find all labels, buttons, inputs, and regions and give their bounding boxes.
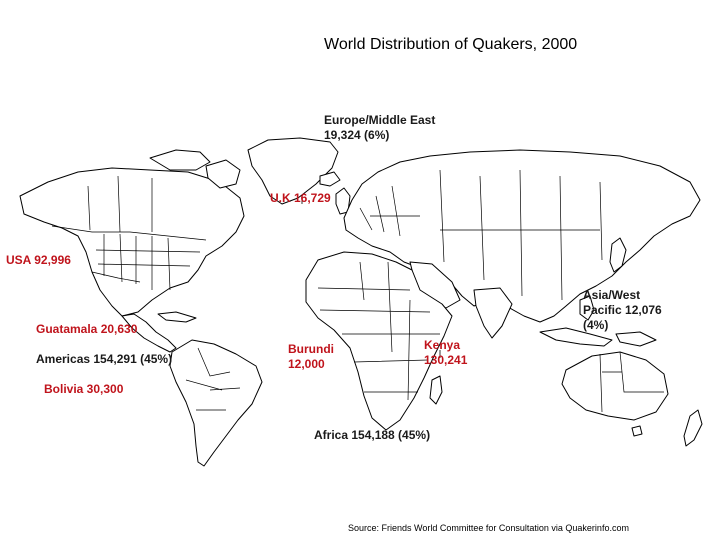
asia-borders: [439, 169, 603, 301]
africa-borders: [317, 261, 440, 401]
asia-west-pacific-label: Asia/West Pacific 12,076 (4%): [583, 288, 662, 332]
australia-borders: [599, 351, 664, 413]
japan-shape: [609, 237, 627, 273]
australia-shape: [561, 351, 669, 421]
kenya-label: Kenya 130,241: [424, 338, 468, 367]
south-america-borders: [185, 347, 241, 411]
baffin-island-shape: [205, 159, 241, 189]
new-guinea-shape: [615, 331, 657, 347]
india-shape: [473, 287, 513, 339]
philippines-shape: [579, 295, 595, 321]
new-zealand-shape: [683, 409, 703, 447]
guatamala-label: Guatamala 20,630: [36, 322, 138, 336]
iceland-shape: [319, 171, 341, 187]
page-title: World Distribution of Quakers, 2000: [324, 36, 578, 53]
greenland-shape: [247, 137, 339, 205]
europe-borders: [359, 185, 420, 237]
usa-label: USA 92,996: [6, 253, 71, 267]
americas-label: Americas 154,291 (45%): [36, 352, 173, 366]
us-canada-border: [51, 225, 207, 241]
uk-label: U.K 16,729: [270, 191, 331, 205]
tasmania-shape: [631, 425, 643, 437]
indonesia-shape: [539, 327, 613, 347]
source-note: Source: Friends World Committee for Cons…: [348, 523, 629, 533]
arctic-islands-shape: [149, 149, 211, 171]
bolivia-label: Bolivia 30,300: [44, 382, 124, 396]
madagascar-shape: [429, 375, 443, 405]
europe-middle-east-label: Europe/Middle East 19,324 (6%): [324, 113, 436, 142]
south-america-shape: [169, 339, 263, 467]
central-america-shape: [121, 313, 177, 353]
africa-shape: [305, 251, 453, 431]
caribbean-shape: [157, 311, 197, 323]
burundi-label: Burundi 12,000: [288, 342, 334, 371]
us-mexico-border: [91, 271, 141, 283]
us-state-lines: [95, 233, 201, 291]
africa-label: Africa 154,188 (45%): [314, 428, 431, 442]
north-america-shape: [19, 167, 245, 317]
canada-province-lines: [87, 175, 153, 233]
